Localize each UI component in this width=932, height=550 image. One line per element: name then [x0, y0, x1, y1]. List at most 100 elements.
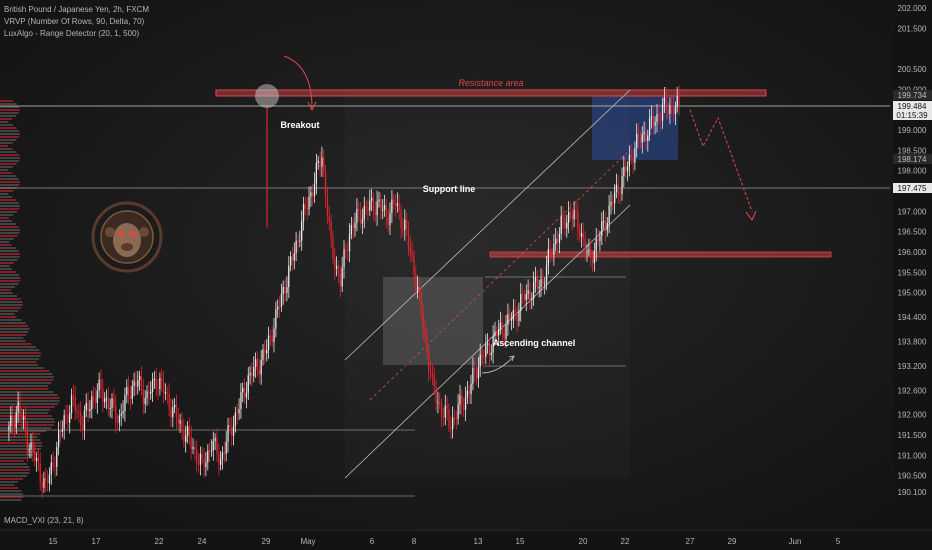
candle-body — [608, 205, 610, 224]
candle-body — [83, 410, 86, 430]
candle-body — [518, 311, 520, 322]
x-tick-label: May — [300, 537, 315, 546]
candle-body — [78, 411, 80, 413]
volume-bar — [0, 481, 18, 483]
candle-body — [247, 375, 249, 393]
candle-body — [488, 343, 491, 355]
candle-body — [67, 415, 69, 423]
volume-bar — [0, 274, 19, 276]
y-tick-label: 193.200 — [898, 362, 927, 371]
candle-body — [129, 395, 132, 400]
volume-bar — [0, 304, 23, 306]
legend-vrvp[interactable]: VRVP (Number Of Rows, 90, Delta, 70) — [4, 17, 145, 26]
candle-body — [564, 218, 566, 229]
candle-body — [398, 203, 400, 211]
volume-bar — [0, 211, 17, 213]
candle-body — [420, 291, 422, 315]
candle-body — [41, 482, 43, 488]
volume-bar — [0, 142, 13, 144]
candle-body — [356, 208, 358, 223]
candle-body — [372, 197, 375, 212]
x-tick-label: 22 — [621, 537, 630, 546]
time-axis[interactable] — [0, 530, 932, 550]
candle-body — [579, 229, 581, 237]
volume-bar — [0, 244, 12, 246]
volume-bar — [0, 154, 20, 156]
volume-bar — [0, 118, 13, 120]
candle-body — [266, 350, 268, 354]
candle-body — [81, 425, 84, 430]
y-tick-label: 195.500 — [898, 268, 927, 277]
volume-bar — [0, 391, 54, 393]
volume-bar — [0, 253, 20, 255]
candle-body — [385, 205, 387, 217]
candle-body — [350, 225, 352, 235]
candle-body — [326, 196, 329, 217]
candle-body — [115, 405, 117, 423]
support-tag: 197.475 — [898, 184, 927, 193]
channel-arrow — [481, 356, 514, 374]
candle-body — [610, 201, 612, 206]
candle-body — [498, 329, 500, 336]
candle-body — [297, 240, 299, 242]
candle-body — [509, 314, 511, 320]
resistance-zone — [215, 89, 767, 97]
candle-body — [547, 249, 549, 266]
candle-body — [34, 451, 36, 461]
candle-body — [188, 426, 190, 437]
candle-body — [269, 335, 271, 337]
candle-body — [604, 221, 607, 231]
volume-bar — [0, 262, 14, 264]
candle-body — [295, 240, 297, 254]
candle-body — [448, 409, 450, 427]
volume-bar — [0, 379, 54, 381]
candle-body — [260, 359, 262, 375]
candle-body — [70, 395, 73, 413]
candle-body — [568, 212, 570, 223]
y-tick-label: 196.000 — [898, 248, 927, 257]
candle-body — [643, 132, 645, 134]
candle-body — [299, 240, 301, 242]
candle-body — [190, 436, 192, 450]
candle-body — [313, 183, 316, 196]
candle-body — [573, 210, 575, 220]
volume-bar — [0, 133, 20, 135]
candle-body — [383, 205, 386, 210]
candle-body — [288, 265, 290, 288]
candle-body — [678, 96, 680, 106]
candle-body — [428, 350, 430, 372]
candle-body — [245, 392, 248, 398]
volume-bar — [0, 160, 20, 162]
candle-body — [144, 398, 146, 404]
candle-body — [667, 108, 669, 114]
candle-body — [238, 409, 240, 414]
legend-symbol[interactable]: British Pound / Japanese Yen, 2h, FXCM — [4, 5, 149, 14]
candle-body — [494, 331, 496, 336]
candle-body — [12, 415, 14, 425]
candle-body — [172, 407, 174, 418]
candle-body — [275, 309, 277, 329]
volume-bar — [0, 241, 10, 243]
candle-body — [164, 392, 167, 394]
macd-label[interactable]: MACD_VXI (23, 21, 8) — [4, 516, 84, 525]
candle-body — [479, 354, 481, 367]
candle-body — [674, 106, 677, 115]
candle-body — [645, 132, 647, 142]
candle-body — [96, 390, 98, 403]
candle-body — [306, 208, 308, 210]
volume-bar — [0, 343, 32, 345]
legend-range-detector[interactable]: LuxAlgo - Range Detector (20, 1, 500) — [4, 29, 140, 38]
candle-body — [660, 119, 662, 121]
candle-body — [580, 233, 583, 237]
candle-body — [382, 209, 384, 211]
breakout-label: Breakout — [280, 120, 319, 130]
volume-bar — [0, 250, 19, 252]
candle-body — [538, 287, 540, 289]
price-axis[interactable] — [893, 0, 932, 520]
candle-body — [146, 391, 148, 399]
volume-bar — [0, 178, 19, 180]
candle-body — [118, 415, 120, 423]
candle-body — [367, 207, 369, 211]
